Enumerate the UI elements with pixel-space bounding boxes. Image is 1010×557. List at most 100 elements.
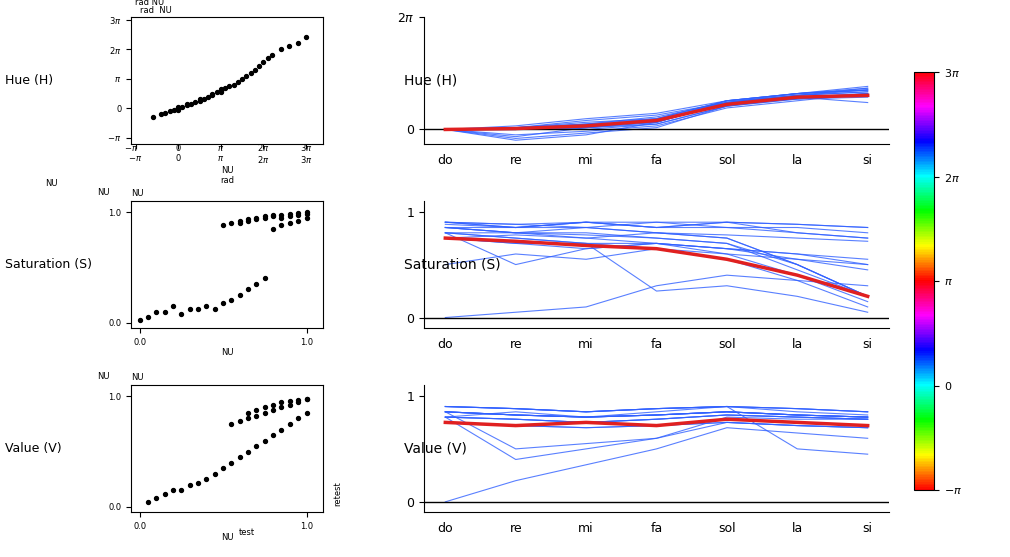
Point [257,213,273,222]
Point [282,419,298,428]
Point [264,51,280,60]
Point [196,95,212,104]
Text: $2\pi$: $2\pi$ [258,142,270,153]
Point [166,105,182,114]
Point [265,224,281,233]
Point [174,309,190,318]
Point [231,219,247,228]
Point [240,285,257,294]
Text: NU: NU [131,189,143,198]
Point [183,99,199,108]
X-axis label: NU: NU [221,532,233,541]
Point [257,212,273,221]
Point [223,419,239,428]
Point [192,95,208,104]
Point [148,307,165,316]
Point [240,217,257,226]
Point [170,105,186,114]
Point [174,486,190,495]
Point [148,494,165,502]
Point [257,274,273,283]
Point [290,209,306,218]
Point [248,214,265,223]
Point [248,412,265,421]
Point [260,53,276,62]
Point [251,61,268,70]
Point [242,69,259,77]
Point [265,405,281,414]
Point [157,489,173,498]
Point [140,498,157,507]
Point [198,301,214,310]
Text: $3\pi$: $3\pi$ [300,142,312,153]
Point [274,403,290,412]
X-axis label: NU: NU [221,348,233,357]
Point [215,464,231,473]
Text: Saturation (S): Saturation (S) [404,257,501,272]
Point [208,87,224,96]
Point [131,316,147,325]
Point [282,401,298,410]
Point [234,74,250,83]
Point [298,208,314,217]
Point [240,214,257,223]
Text: Hue (H): Hue (H) [404,74,458,87]
Point [190,305,206,314]
Point [217,83,233,92]
Point [248,442,265,451]
Text: NU: NU [131,373,143,382]
Point [230,77,246,86]
Point [298,394,314,403]
Point [165,486,181,495]
Text: test: test [238,529,255,538]
Text: Hue (H): Hue (H) [5,74,54,87]
Point [298,394,314,403]
Point [240,414,257,423]
Point [179,99,195,108]
Point [257,408,273,417]
Point [175,102,191,111]
Text: $\pi$: $\pi$ [217,144,224,153]
Text: 0: 0 [176,144,181,153]
Point [265,212,281,221]
Text: Value (V): Value (V) [404,442,467,456]
Text: retest: retest [332,481,341,506]
Point [298,213,314,222]
Point [248,280,265,289]
Point [240,408,257,417]
Point [207,305,223,314]
Point [290,217,306,226]
Point [140,312,157,321]
Point [274,211,290,220]
Point [274,213,290,222]
Point [158,109,174,118]
Point [225,80,241,89]
Point [290,39,306,48]
Point [187,98,203,107]
Point [282,219,298,228]
Point [282,210,298,219]
Point [290,211,306,220]
Point [274,398,290,407]
Point [190,478,206,487]
Point [256,58,272,67]
Point [246,66,263,75]
Point [281,42,297,51]
Point [157,307,173,316]
Point [274,425,290,434]
Point [290,398,306,407]
Point [204,91,220,100]
Point [240,447,257,456]
Point [274,221,290,230]
Point [298,408,314,417]
Text: NU: NU [97,372,109,381]
Point [290,414,306,423]
Point [192,97,208,106]
Point [223,219,239,228]
Point [165,301,181,310]
Text: Value (V): Value (V) [5,442,62,456]
Point [215,298,231,307]
Point [265,431,281,439]
Point [231,416,247,425]
Point [215,221,231,230]
